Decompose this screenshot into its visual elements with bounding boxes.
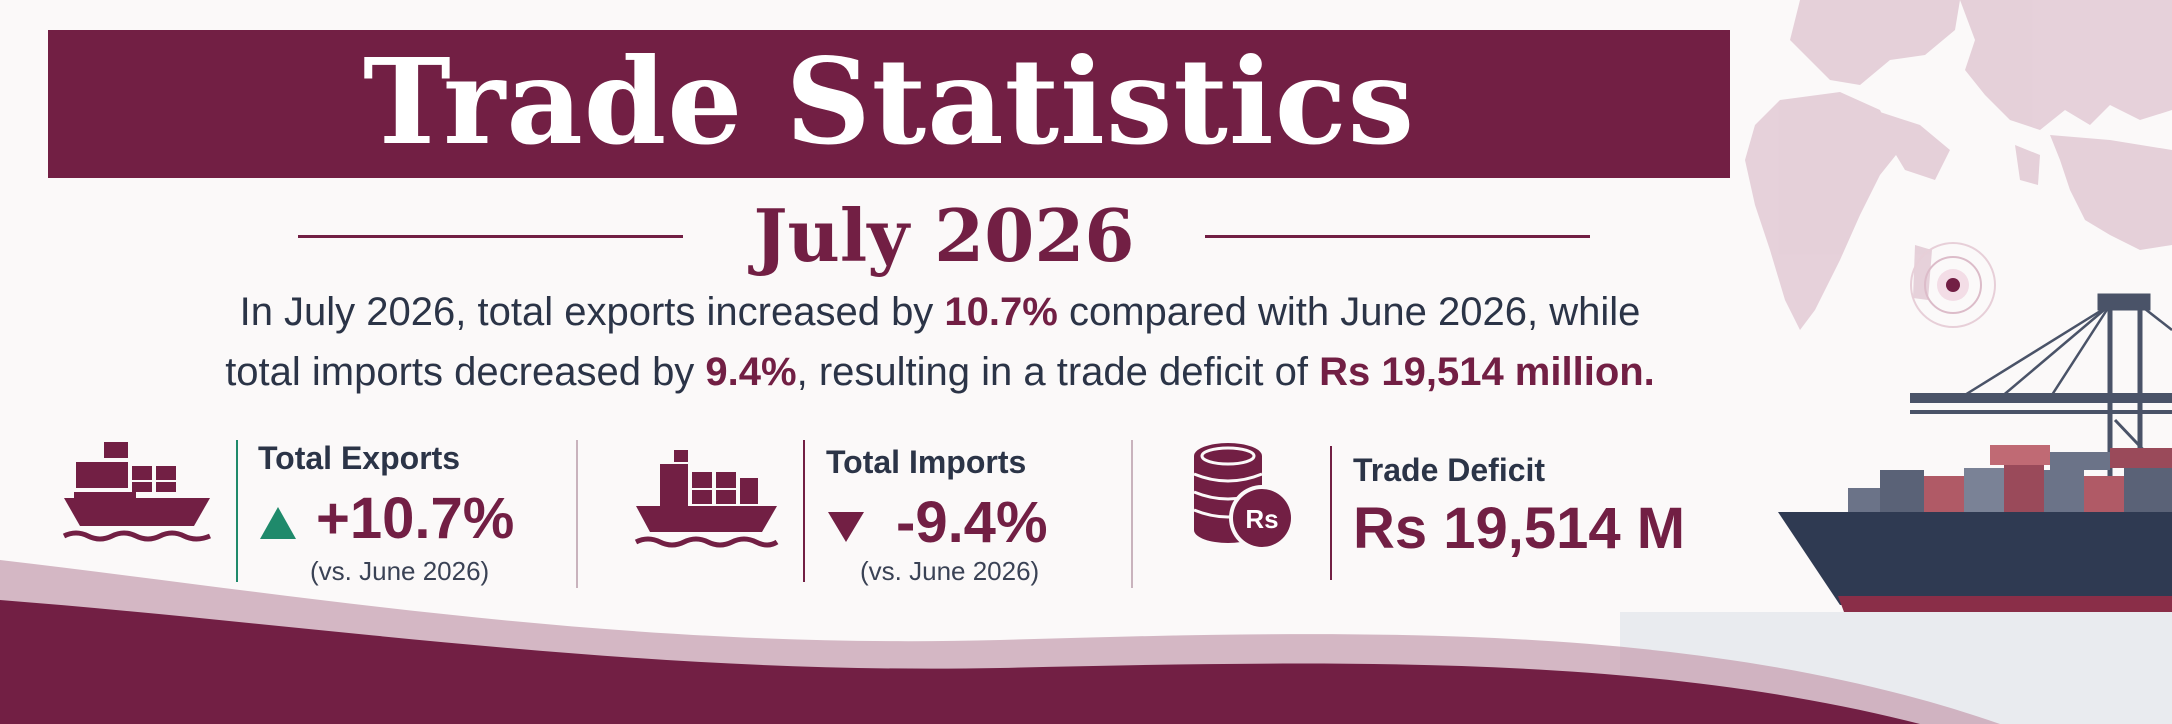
imports-value: -9.4% (896, 490, 1048, 555)
imports-note: (vs. June 2026) (860, 556, 1040, 586)
subtitle-row: July 2026 (298, 188, 1590, 284)
exports-value: +10.7% (316, 486, 515, 551)
page-subtitle: July 2026 (753, 193, 1135, 278)
exports-divider (236, 440, 238, 582)
cargo-ship-icon (634, 450, 779, 548)
section-separator-2 (1131, 440, 1133, 588)
dark-wave-decoration (0, 600, 1920, 724)
summary-part-1: In July 2026, total exports increased by (239, 290, 945, 334)
page-title: Trade Statistics (362, 32, 1416, 171)
title-banner: Trade Statistics (48, 30, 1730, 178)
exports-value-row: +10.7% (258, 490, 514, 548)
summary-deficit: Rs 19,514 million. (1319, 350, 1655, 394)
deficit-value: Rs 19,514 M (1353, 496, 1686, 561)
imports-divider (803, 440, 805, 582)
arrow-up-icon (260, 506, 296, 539)
arrow-down-icon (828, 511, 864, 542)
world-map-illustration (1745, 0, 2172, 330)
summary-text: In July 2026, total exports increased by… (150, 282, 1730, 402)
deficit-divider (1330, 446, 1332, 580)
exports-note: (vs. June 2026) (310, 556, 490, 586)
summary-part-4: , resulting in a trade deficit of (796, 350, 1320, 394)
location-marker-icon (1910, 242, 1996, 328)
subtitle-rule-right (1205, 234, 1590, 238)
deficit-label: Trade Deficit (1353, 452, 1546, 488)
exports-label: Total Exports (258, 440, 461, 476)
coin-stack-icon: Rs (1193, 443, 1295, 551)
summary-part-3: total imports decreased by (225, 350, 706, 394)
subtitle-rule-left (298, 234, 683, 238)
currency-badge: Rs (1245, 504, 1278, 534)
cargo-ship-illustration (1778, 445, 2172, 612)
imports-label: Total Imports (826, 444, 1027, 480)
imports-value-row: -9.4% (826, 494, 1048, 552)
cargo-ship-icon (62, 442, 211, 542)
summary-part-2: compared with June 2026, while (1057, 290, 1641, 334)
summary-exports-change: 10.7% (944, 290, 1058, 334)
summary-imports-change: 9.4% (705, 350, 797, 394)
section-separator-1 (576, 440, 578, 588)
